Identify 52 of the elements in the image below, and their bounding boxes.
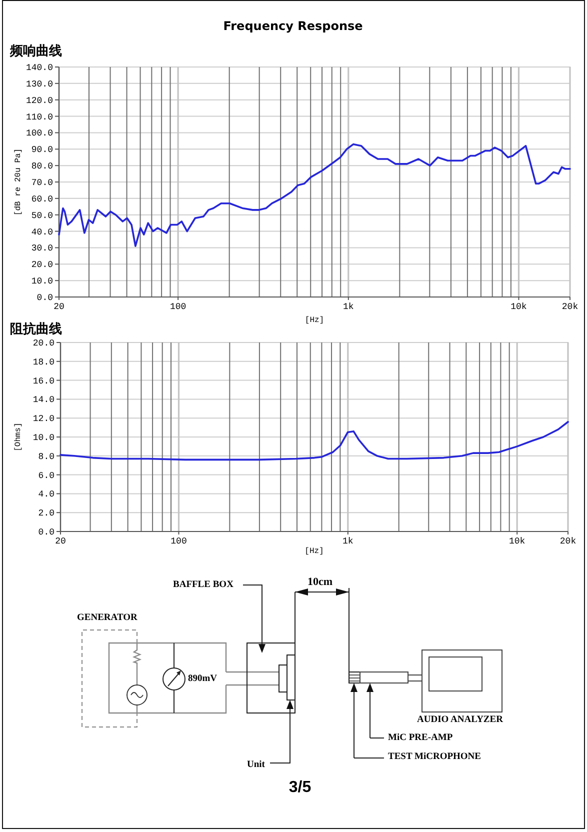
text: TEST MiCROPHONE [388, 752, 481, 762]
y-axis-title: [dB re 20u Pa] [14, 148, 23, 216]
text: GENERATOR [77, 613, 138, 623]
y-tick-label: 60.0 [31, 194, 53, 204]
x-tick-label: 100 [170, 536, 187, 546]
text: AUDIO ANALYZER [417, 715, 504, 725]
y-tick-label: 140.0 [26, 62, 53, 73]
y-axis-title: [Ohms] [14, 422, 23, 452]
x-tick-label: 10k [508, 536, 526, 546]
text: 10cm [307, 576, 333, 588]
y-tick-label: 16.0 [32, 376, 54, 386]
y-tick-label: 10.0 [32, 432, 54, 443]
text: 890mV [188, 674, 218, 684]
x-tick-label: 20k [560, 536, 576, 546]
y-tick-label: 30.0 [31, 244, 53, 254]
y-tick-label: 80.0 [31, 162, 53, 172]
y-tick-label: 120.0 [26, 96, 53, 106]
x-tick-label: 100 [170, 302, 186, 312]
chart-title: Frequency Response [223, 19, 363, 33]
text: 3/5 [288, 779, 312, 796]
y-tick-label: 18.0 [32, 357, 54, 368]
y-tick-label: 110.0 [26, 112, 53, 122]
text: BAFFLE BOX [173, 580, 234, 590]
y-tick-label: 2.0 [38, 508, 54, 519]
x-tick-label: 1k [342, 302, 354, 312]
chart-subtitle: 频响曲线 [9, 44, 62, 59]
y-tick-label: 70.0 [31, 178, 53, 188]
text: MiC PRE-AMP [388, 733, 453, 743]
y-tick-label: 0.0 [38, 527, 54, 538]
y-tick-label: 100.0 [26, 128, 53, 139]
x-axis-title: [Hz] [304, 316, 324, 325]
y-tick-label: 40.0 [31, 227, 53, 238]
x-tick-label: 10k [510, 302, 527, 312]
y-tick-label: 50.0 [31, 210, 53, 221]
y-tick-label: 14.0 [32, 395, 54, 406]
x-tick-label: 20 [55, 536, 66, 546]
x-tick-label: 20 [54, 302, 64, 312]
y-tick-label: 130.0 [26, 79, 53, 90]
y-tick-label: 6.0 [38, 470, 54, 481]
y-tick-label: 0.0 [36, 292, 53, 303]
y-tick-label: 12.0 [32, 414, 54, 424]
y-tick-label: 20.0 [32, 338, 54, 348]
y-tick-label: 8.0 [38, 452, 54, 462]
y-tick-label: 20.0 [31, 260, 53, 270]
x-tick-label: 1k [342, 536, 354, 546]
chart-title: 阻抗曲线 [10, 321, 62, 337]
x-axis-title: [Hz] [304, 547, 324, 556]
y-tick-label: 10.0 [31, 276, 53, 287]
y-tick-label: 90.0 [31, 145, 53, 156]
text: Unit [247, 760, 266, 770]
y-tick-label: 4.0 [38, 490, 54, 500]
x-tick-label: 20k [562, 302, 578, 312]
